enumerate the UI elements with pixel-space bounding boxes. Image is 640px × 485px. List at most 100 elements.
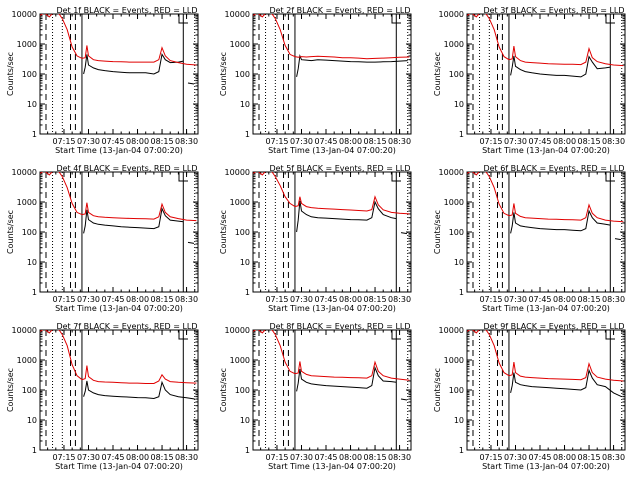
events-series-line <box>510 209 611 234</box>
x-axis-label: Start Time (13-Jan-04 07:00:20) <box>55 304 183 313</box>
x-tick-label: 07:15 <box>479 137 502 146</box>
x-tick-label: 07:30 <box>77 137 100 146</box>
interval-corner-mark <box>178 330 188 340</box>
x-tick-label: 07:30 <box>504 137 527 146</box>
y-tick-label: 10 <box>27 100 37 109</box>
plot-frame <box>252 13 412 135</box>
x-tick-label: 08:00 <box>126 453 149 462</box>
interval-corner-mark <box>605 330 615 340</box>
data-area <box>40 330 197 400</box>
y-tick-label: 100 <box>235 386 250 395</box>
chart-title: Det 8f BLACK = Events, RED = LLD <box>269 322 410 331</box>
x-tick-label: 08:30 <box>602 137 625 146</box>
x-tick-label: 07:15 <box>479 295 502 304</box>
x-tick-label: 08:30 <box>602 453 625 462</box>
detector-panel: Det 3f BLACK = Events, RED = LLD 1 10 100 10… <box>433 6 626 155</box>
detector-panel: Det 1f BLACK = Events, RED = LLD 1 10 100 10… <box>6 6 199 155</box>
y-tick-label: 10000 <box>225 168 250 177</box>
detector-panel: Det 6f BLACK = Events, RED = LLD 1 10 100 10… <box>433 164 626 313</box>
events-series-line <box>510 55 611 78</box>
y-tick-label: 1 <box>32 130 37 139</box>
events-series-tail <box>614 238 622 241</box>
y-tick-label: 10 <box>454 100 464 109</box>
x-axis-label: Start Time (13-Jan-04 07:00:20) <box>482 304 610 313</box>
chart-title: Det 4f BLACK = Events, RED = LLD <box>56 164 197 173</box>
y-tick-label: 10000 <box>439 326 464 335</box>
lld-series-line <box>40 14 197 66</box>
y-tick-label: 10000 <box>439 10 464 19</box>
interval-corner-mark <box>605 172 615 182</box>
x-axis-label: Start Time (13-Jan-04 07:00:20) <box>55 462 183 471</box>
y-tick-label: 100 <box>449 386 464 395</box>
data-area <box>40 14 197 85</box>
x-axis-label: Start Time (13-Jan-04 07:00:20) <box>482 146 610 155</box>
events-series-line <box>83 207 184 234</box>
lld-series-line <box>40 330 197 384</box>
lld-series-line <box>253 330 410 381</box>
x-tick-label: 08:30 <box>175 453 198 462</box>
events-series-line <box>296 366 397 392</box>
x-tick-label: 08:30 <box>388 295 411 304</box>
y-tick-label: 1 <box>245 446 250 455</box>
events-series-tail <box>187 241 195 244</box>
y-tick-label: 1 <box>245 288 250 297</box>
x-tick-label: 07:45 <box>528 453 551 462</box>
x-tick-label: 07:30 <box>504 453 527 462</box>
plot-frame <box>252 329 412 451</box>
y-axis-label: Counts/sec <box>6 368 15 412</box>
plot-frame <box>252 171 412 293</box>
x-tick-label: 08:15 <box>578 453 601 462</box>
plot-frame <box>466 171 626 293</box>
lld-series-line <box>467 14 624 67</box>
interval-corner-mark <box>178 14 188 24</box>
y-tick-label: 1 <box>32 446 37 455</box>
x-tick-label: 08:00 <box>126 295 149 304</box>
x-axis-label: Start Time (13-Jan-04 07:00:20) <box>268 462 396 471</box>
data-area <box>40 172 197 244</box>
x-tick-label: 08:15 <box>151 295 174 304</box>
data-area <box>467 14 624 78</box>
x-axis-label: Start Time (13-Jan-04 07:00:20) <box>268 304 396 313</box>
x-tick-label: 07:45 <box>528 295 551 304</box>
plot-frame <box>466 13 626 135</box>
lld-series-line <box>467 330 624 382</box>
x-tick-label: 07:15 <box>265 137 288 146</box>
y-tick-label: 1 <box>245 130 250 139</box>
chart-title: Det 7f BLACK = Events, RED = LLD <box>56 322 197 331</box>
y-tick-label: 10000 <box>12 10 37 19</box>
x-tick-label: 08:15 <box>578 295 601 304</box>
detector-panel: Det 7f BLACK = Events, RED = LLD 1 10 100 10… <box>6 322 199 471</box>
detector-panel: Det 4f BLACK = Events, RED = LLD 1 10 100 10… <box>6 164 199 313</box>
events-series-tail <box>400 232 408 235</box>
chart-title: Det 1f BLACK = Events, RED = LLD <box>56 6 197 15</box>
x-axis-label: Start Time (13-Jan-04 07:00:20) <box>268 146 396 155</box>
x-tick-label: 07:45 <box>314 137 337 146</box>
x-tick-label: 08:15 <box>364 137 387 146</box>
x-tick-label: 07:45 <box>314 453 337 462</box>
detector-panel: Det 8f BLACK = Events, RED = LLD 1 10 100 10… <box>219 322 412 471</box>
y-tick-label: 10 <box>454 416 464 425</box>
y-tick-label: 10000 <box>12 326 37 335</box>
x-tick-label: 08:00 <box>339 295 362 304</box>
plot-frame <box>39 171 199 293</box>
y-tick-label: 100 <box>235 70 250 79</box>
x-tick-label: 08:00 <box>339 453 362 462</box>
interval-corner-mark <box>605 14 615 24</box>
detector-panel: Det 5f BLACK = Events, RED = LLD 1 10 100 10… <box>219 164 412 313</box>
y-tick-label: 10 <box>240 258 250 267</box>
events-series-tail <box>400 398 408 401</box>
chart-title: Det 5f BLACK = Events, RED = LLD <box>269 164 410 173</box>
y-axis-label: Counts/sec <box>433 210 442 254</box>
lld-series-line <box>467 172 624 223</box>
y-axis-label: Counts/sec <box>6 210 15 254</box>
y-tick-label: 10000 <box>439 168 464 177</box>
y-tick-label: 1000 <box>17 40 37 49</box>
y-tick-label: 10 <box>240 100 250 109</box>
x-tick-label: 07:15 <box>52 137 75 146</box>
x-tick-label: 07:45 <box>101 137 124 146</box>
events-series-line <box>296 200 397 233</box>
x-tick-label: 07:45 <box>528 137 551 146</box>
x-axis-label: Start Time (13-Jan-04 07:00:20) <box>55 146 183 155</box>
x-tick-label: 08:00 <box>553 137 576 146</box>
x-tick-label: 08:15 <box>151 137 174 146</box>
